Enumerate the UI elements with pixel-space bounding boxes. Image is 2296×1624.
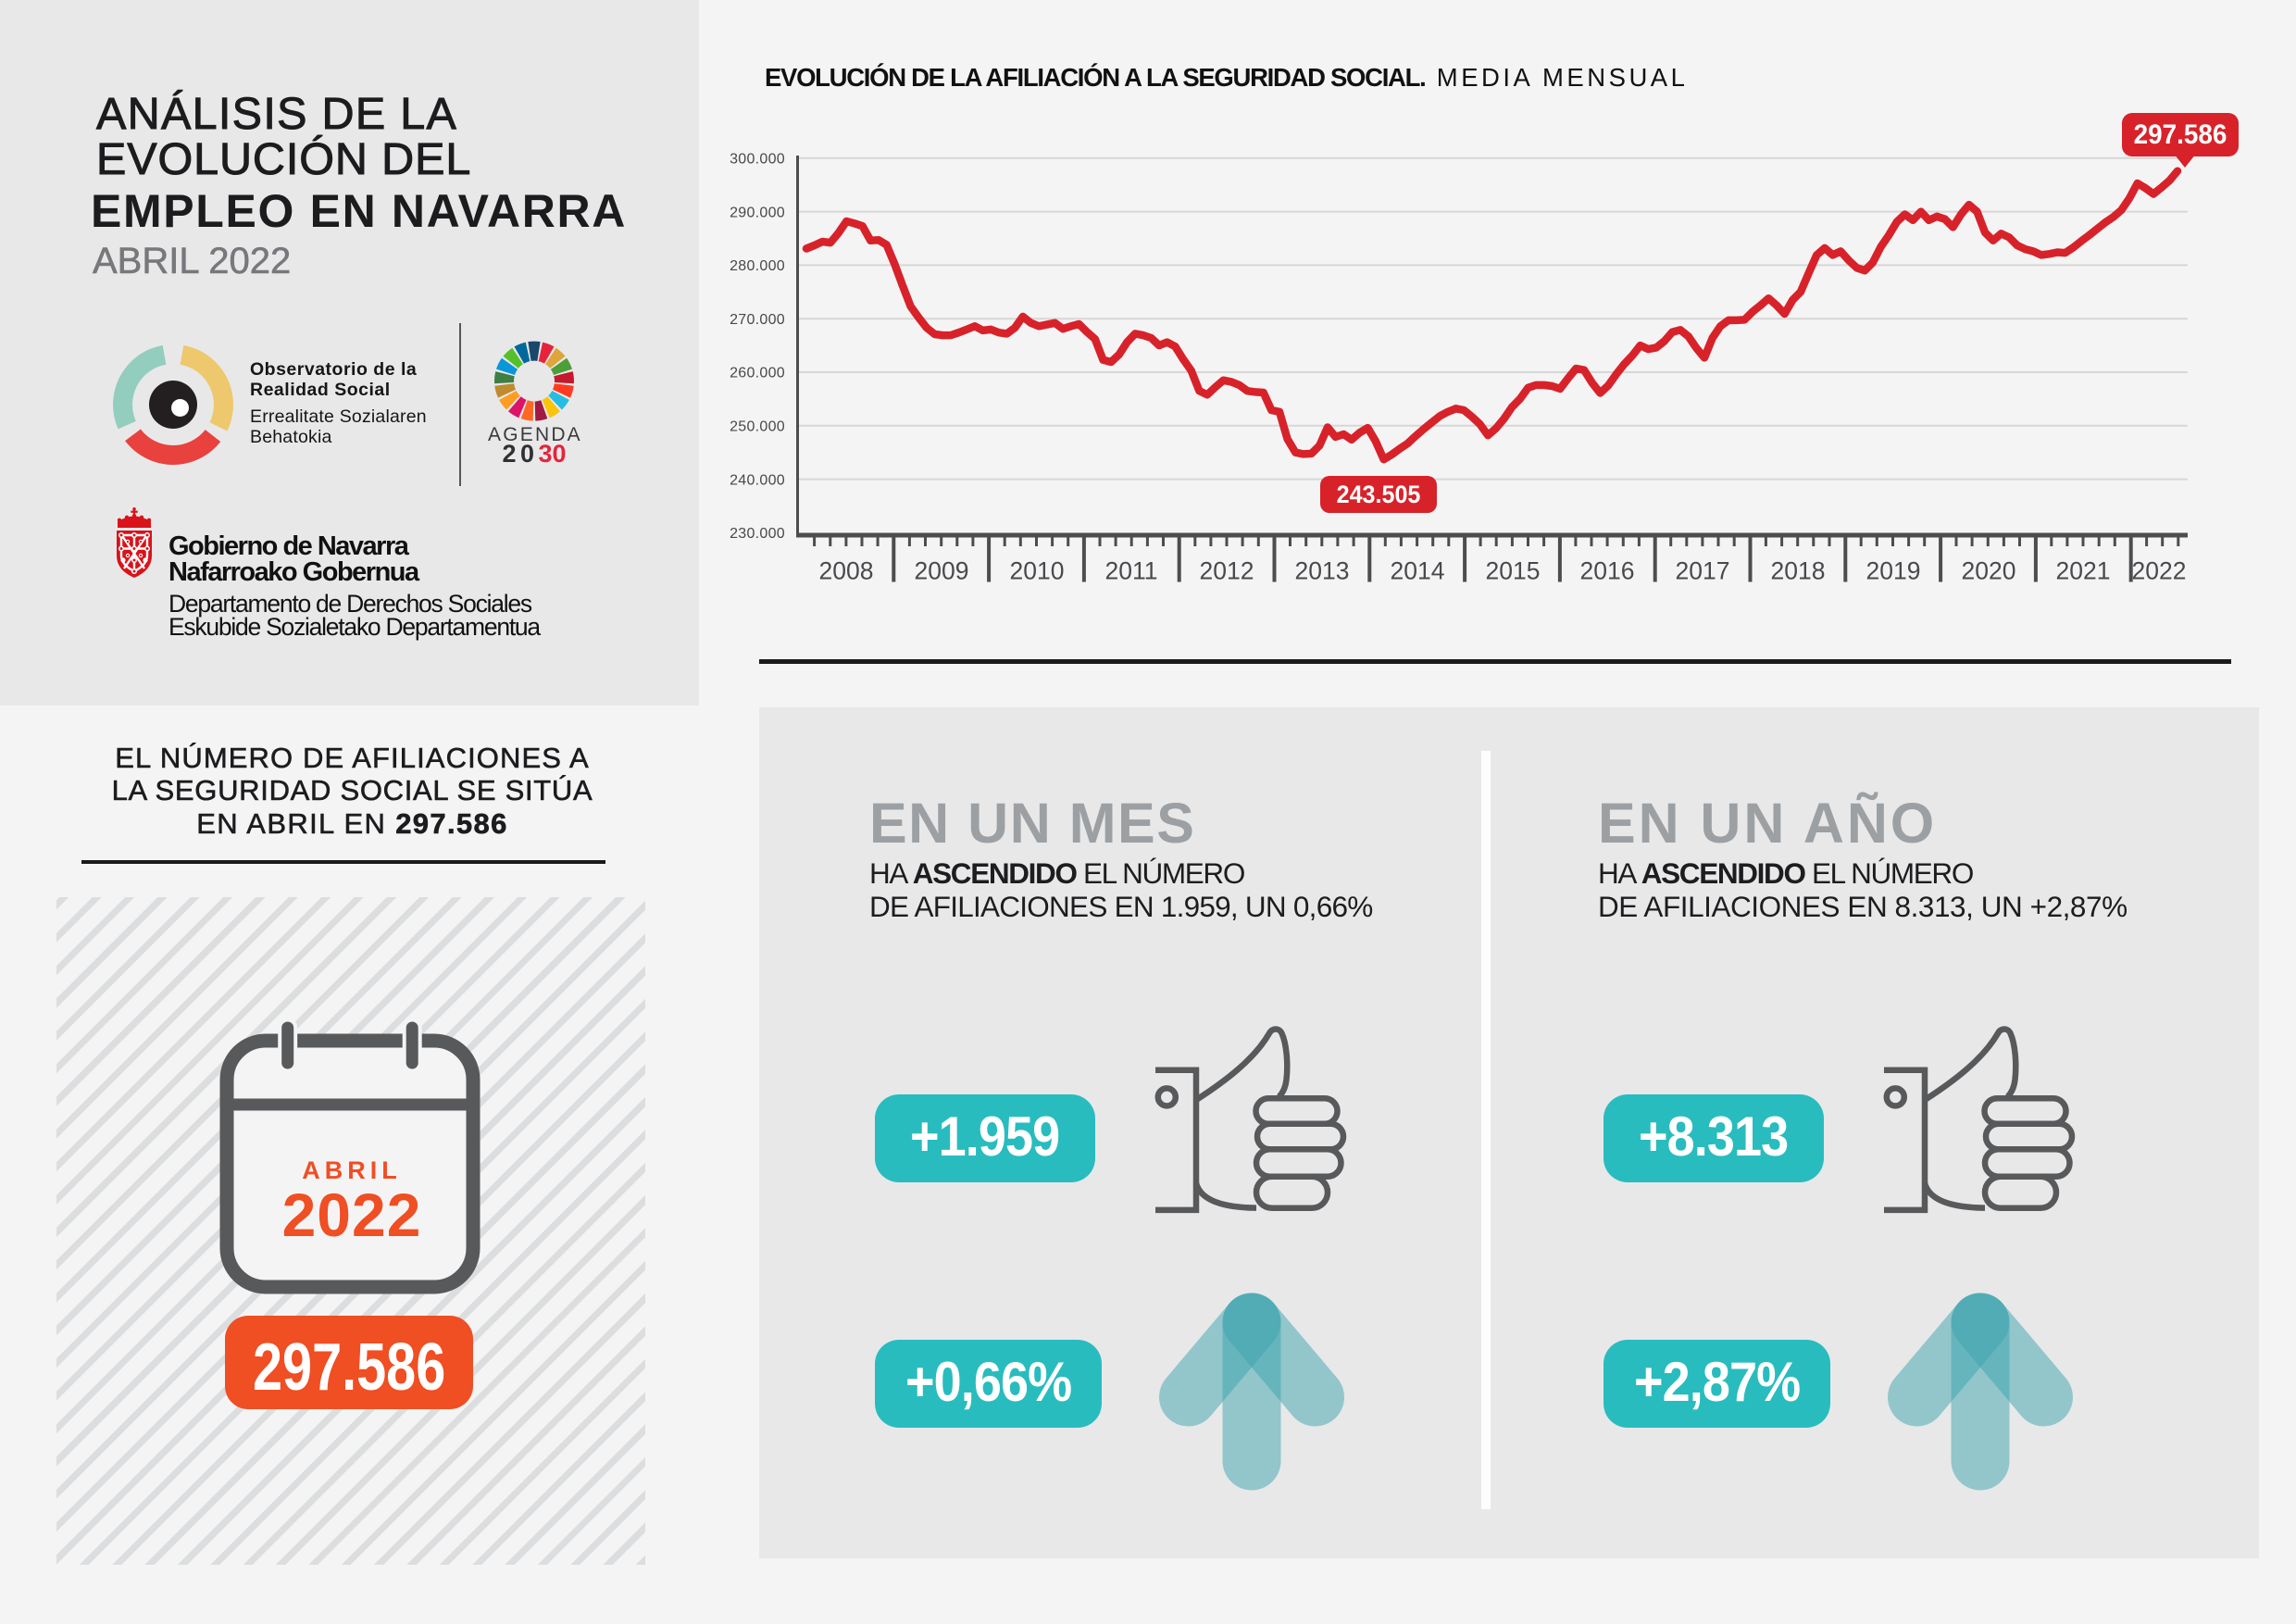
svg-text:2009: 2009 (915, 557, 969, 585)
svg-text:230.000: 230.000 (730, 526, 785, 542)
svg-text:2020: 2020 (1962, 557, 2016, 585)
svg-text:2014: 2014 (1391, 557, 1445, 585)
svg-text:2021: 2021 (2056, 557, 2111, 585)
svg-text:270.000: 270.000 (730, 312, 785, 328)
svg-text:2016: 2016 (1580, 557, 1635, 585)
svg-text:297.586: 297.586 (2134, 119, 2227, 150)
svg-text:2015: 2015 (1486, 557, 1541, 585)
svg-text:243.505: 243.505 (1337, 480, 1421, 508)
svg-text:2008: 2008 (819, 557, 874, 585)
svg-text:280.000: 280.000 (730, 258, 785, 274)
svg-text:250.000: 250.000 (730, 419, 785, 435)
svg-text:2010: 2010 (1010, 557, 1065, 585)
svg-text:2019: 2019 (1866, 557, 1921, 585)
svg-text:2012: 2012 (1200, 557, 1254, 585)
svg-text:300.000: 300.000 (730, 152, 785, 168)
svg-text:2018: 2018 (1771, 557, 1826, 585)
svg-text:2022: 2022 (2132, 557, 2187, 585)
svg-text:2017: 2017 (1676, 557, 1730, 585)
svg-text:290.000: 290.000 (730, 205, 785, 220)
svg-text:260.000: 260.000 (730, 366, 785, 381)
svg-text:240.000: 240.000 (730, 472, 785, 488)
svg-text:2013: 2013 (1295, 557, 1350, 585)
svg-text:2011: 2011 (1105, 557, 1158, 585)
